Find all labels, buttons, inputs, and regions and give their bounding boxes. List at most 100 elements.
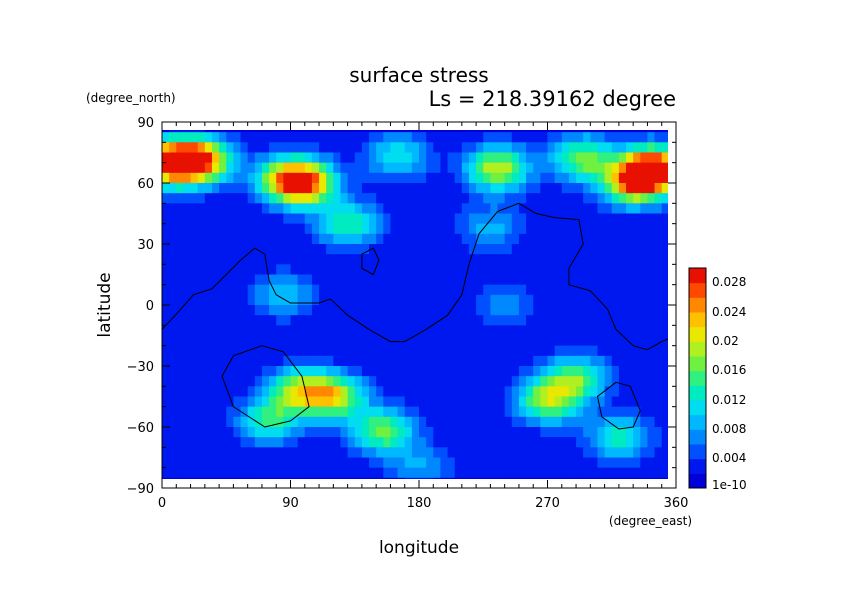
field-cell (290, 406, 299, 418)
field-cell (169, 254, 177, 265)
field-cell (376, 264, 384, 276)
field-cell (618, 477, 627, 479)
field-cell (219, 416, 227, 428)
field-cell (354, 284, 363, 296)
field-cell (204, 130, 213, 133)
field-cell (311, 142, 320, 154)
field-cell (240, 325, 249, 337)
field-cell (647, 142, 656, 154)
field-cell (361, 355, 370, 367)
field-cell (440, 416, 449, 428)
field-cell (411, 172, 420, 184)
field-cell (547, 152, 556, 164)
field-cell (461, 213, 470, 225)
colorbar-label: 0.016 (712, 363, 746, 377)
field-cell (361, 264, 370, 276)
field-cell (340, 294, 349, 306)
field-cell (247, 335, 256, 347)
field-cell (468, 233, 477, 245)
field-cell (461, 457, 470, 469)
field-cell (497, 376, 506, 387)
field-cell (647, 325, 656, 337)
field-cell (211, 437, 220, 448)
field-cell (197, 274, 206, 286)
field-cell (561, 396, 570, 408)
field-cell (197, 213, 206, 225)
field-cell (454, 223, 463, 235)
field-cell (526, 376, 534, 387)
field-cell (540, 467, 549, 479)
field-cell (561, 305, 570, 316)
field-cell (468, 345, 477, 357)
field-cell (618, 162, 627, 174)
field-cell (347, 437, 356, 448)
field-cell (611, 305, 620, 316)
field-cell (497, 244, 506, 255)
field-cell (433, 183, 442, 194)
field-cell (197, 467, 206, 479)
field-cell (468, 457, 477, 469)
field-cell (233, 284, 242, 296)
field-cell (497, 213, 506, 225)
field-cell (176, 142, 185, 154)
field-cell (169, 345, 177, 357)
field-cell (383, 203, 392, 215)
field-cell (190, 345, 199, 357)
field-cell (261, 162, 270, 174)
field-cell (419, 335, 427, 347)
field-cell (211, 130, 220, 133)
field-cell (411, 447, 420, 459)
field-cell (404, 183, 413, 194)
field-cell (397, 396, 406, 408)
field-cell (419, 315, 427, 326)
field-cell (233, 233, 242, 245)
field-cell (404, 233, 413, 245)
field-cell (347, 274, 356, 286)
field-cell (583, 447, 591, 459)
field-cell (204, 325, 213, 337)
field-cell (647, 376, 656, 387)
field-cell (404, 284, 413, 296)
field-cell (461, 386, 470, 398)
field-cell (304, 457, 313, 469)
field-cell (326, 254, 334, 265)
field-cell (497, 345, 506, 357)
field-cell (354, 264, 363, 276)
field-cell (626, 345, 634, 357)
field-cell (547, 345, 556, 357)
field-cell (190, 130, 199, 133)
field-cell (526, 315, 534, 326)
field-cell (290, 447, 299, 459)
field-cell (361, 457, 370, 469)
field-cell (526, 386, 534, 398)
field-cell (162, 477, 170, 479)
field-cell (369, 345, 377, 357)
field-cell (483, 416, 491, 428)
field-cell (390, 203, 399, 215)
field-cell (340, 376, 349, 387)
field-cell (426, 325, 434, 337)
field-cell (618, 345, 627, 357)
field-cell (611, 396, 620, 408)
field-cell (376, 130, 384, 133)
field-cell (633, 345, 641, 357)
field-cell (547, 142, 556, 154)
field-cell (347, 335, 356, 347)
field-cell (304, 366, 313, 377)
field-cell (162, 233, 170, 245)
field-cell (618, 213, 627, 225)
field-cell (604, 437, 613, 448)
field-cell (233, 355, 242, 367)
field-cell (590, 416, 599, 428)
field-cell (447, 447, 456, 459)
field-cell (297, 477, 306, 479)
field-cell (611, 437, 620, 448)
field-cell (490, 213, 499, 225)
field-cell (504, 152, 513, 164)
field-cell (283, 152, 292, 164)
field-cell (533, 254, 541, 265)
field-cell (219, 477, 227, 479)
field-cell (397, 264, 406, 276)
field-cell (504, 130, 513, 133)
field-cell (419, 193, 427, 204)
